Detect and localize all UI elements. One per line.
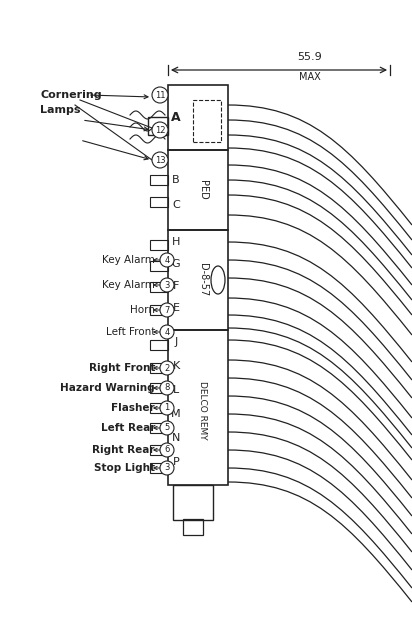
Text: Lamps: Lamps — [40, 105, 80, 115]
Text: L: L — [173, 385, 179, 395]
Text: 12: 12 — [155, 125, 165, 134]
Text: Cornering: Cornering — [40, 90, 102, 100]
Bar — [150, 423, 168, 433]
Bar — [168, 150, 228, 230]
Text: K: K — [172, 361, 180, 371]
Circle shape — [160, 401, 174, 415]
Text: B: B — [172, 175, 180, 185]
Text: M: M — [171, 409, 181, 419]
Bar — [150, 403, 168, 413]
Text: 8: 8 — [164, 383, 170, 392]
Text: 4: 4 — [164, 328, 170, 337]
Text: 55.9: 55.9 — [297, 52, 322, 62]
Text: 5: 5 — [164, 424, 170, 433]
Text: Key Alarm: Key Alarm — [102, 280, 155, 290]
Text: A: A — [171, 111, 181, 124]
Bar — [193, 100, 221, 142]
Text: H: H — [172, 237, 180, 247]
Text: N: N — [172, 433, 180, 443]
Bar — [150, 340, 168, 350]
Bar — [150, 261, 168, 271]
Text: Stop Light: Stop Light — [94, 463, 155, 473]
Text: Hazard Warning: Hazard Warning — [61, 383, 155, 393]
Text: F: F — [173, 281, 179, 291]
Bar — [173, 485, 213, 520]
Text: C: C — [172, 200, 180, 210]
Circle shape — [152, 152, 168, 168]
Text: Left Rear: Left Rear — [101, 423, 155, 433]
Circle shape — [160, 443, 174, 457]
Text: Horn: Horn — [130, 305, 155, 315]
Text: E: E — [173, 303, 180, 313]
Circle shape — [160, 325, 174, 339]
Text: G: G — [172, 259, 180, 269]
Circle shape — [152, 122, 168, 138]
Bar — [168, 230, 228, 330]
Text: 11: 11 — [155, 90, 165, 99]
Bar — [150, 463, 168, 473]
Bar — [150, 282, 168, 292]
Text: PED: PED — [198, 180, 208, 200]
Text: Right Front: Right Front — [89, 363, 155, 373]
Circle shape — [160, 278, 174, 292]
Text: J: J — [174, 337, 178, 347]
Bar — [168, 85, 228, 150]
Text: 13: 13 — [154, 156, 165, 164]
Text: 2: 2 — [164, 364, 170, 372]
Circle shape — [160, 381, 174, 395]
Text: 1: 1 — [164, 403, 170, 413]
Text: DELCO REMY: DELCO REMY — [199, 381, 208, 439]
Circle shape — [160, 253, 174, 267]
Circle shape — [152, 87, 168, 103]
Bar — [150, 240, 168, 250]
Text: MAX: MAX — [299, 72, 321, 82]
Bar — [150, 383, 168, 393]
Text: Right Rear: Right Rear — [93, 445, 155, 455]
Bar — [150, 197, 168, 207]
Text: Flasher: Flasher — [111, 403, 155, 413]
Text: P: P — [173, 457, 179, 467]
Text: 4: 4 — [164, 255, 170, 264]
Circle shape — [160, 461, 174, 475]
Bar — [150, 305, 168, 315]
Bar — [168, 330, 228, 485]
Bar — [148, 117, 168, 135]
Circle shape — [160, 421, 174, 435]
Bar — [150, 445, 168, 455]
Text: 3: 3 — [164, 280, 170, 289]
Bar — [183, 519, 203, 535]
Bar — [150, 363, 168, 373]
Text: 3: 3 — [164, 463, 170, 472]
Circle shape — [160, 303, 174, 317]
Text: D-8-57: D-8-57 — [198, 264, 208, 296]
Text: Key Alarm: Key Alarm — [102, 255, 155, 265]
Circle shape — [160, 361, 174, 375]
Text: Left Front: Left Front — [105, 327, 155, 337]
Text: 7: 7 — [164, 305, 170, 314]
Bar — [150, 175, 168, 185]
Text: 6: 6 — [164, 445, 170, 454]
